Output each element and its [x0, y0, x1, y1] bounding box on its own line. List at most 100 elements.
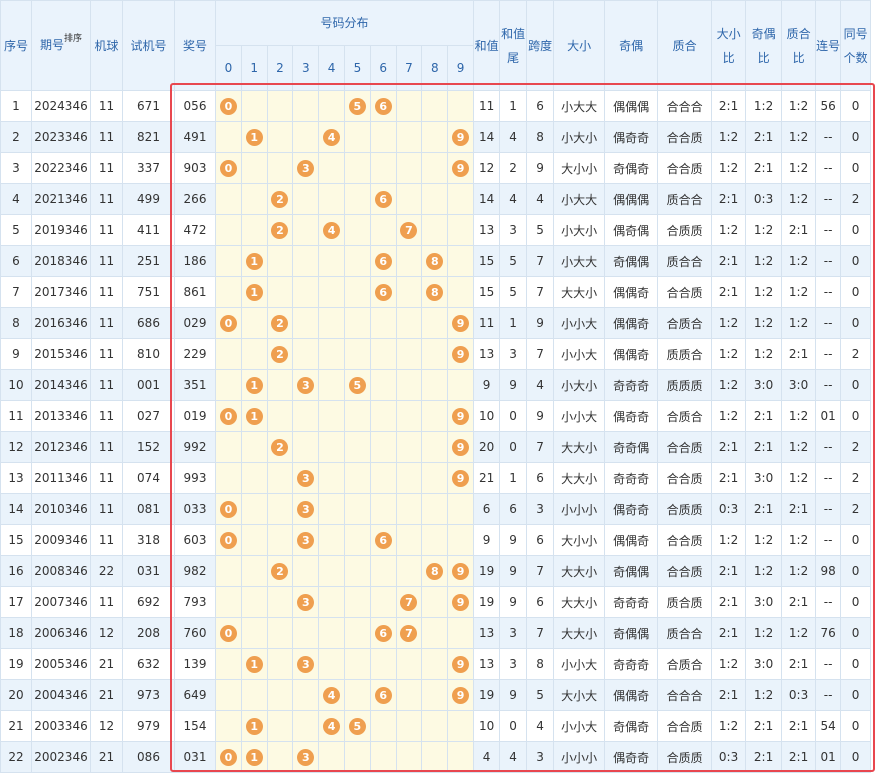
digit-cell: 1	[240, 245, 268, 277]
cell: --	[815, 214, 842, 246]
digit-cell	[447, 710, 475, 742]
ball: 2	[271, 314, 289, 332]
cell: 12	[473, 152, 501, 184]
digit-cell	[240, 214, 268, 246]
cell: 4	[526, 369, 555, 401]
cell: 合质质	[657, 214, 713, 246]
ball: 2	[271, 345, 289, 363]
digit-cell	[395, 245, 423, 277]
digit-cell	[447, 214, 475, 246]
cell: 2	[840, 183, 872, 215]
digit-cell	[369, 338, 397, 370]
cell: 7	[526, 276, 555, 308]
digit-cell	[215, 245, 242, 277]
cell: 2018346	[31, 245, 91, 277]
cell: 合合质	[657, 121, 713, 153]
cell: 大大小	[553, 617, 606, 649]
digit-cell: 0	[215, 524, 242, 556]
ball: 6	[374, 252, 392, 270]
cell: 251	[122, 245, 175, 277]
cell: 16	[0, 555, 32, 587]
digit-cell	[266, 369, 294, 401]
cell: 2:1	[781, 741, 817, 773]
cell: 11	[90, 214, 123, 246]
cell: 154	[174, 710, 216, 742]
digit-cell	[318, 369, 345, 401]
digit-cell: 5	[343, 369, 371, 401]
cell: 01	[815, 400, 842, 432]
digit-cell	[292, 121, 320, 153]
sort-button[interactable]: 排序	[64, 33, 83, 44]
cell: --	[815, 431, 842, 463]
table-row: 2 2023346 11 821 491 1 4 9 14 4 8 小大小 偶奇奇 合合质 1:2 2:1 1:…	[0, 121, 872, 153]
digit-cell	[369, 152, 397, 184]
cell: 751	[122, 276, 175, 308]
digit-cell: 2	[266, 431, 294, 463]
cell: 0	[499, 710, 528, 742]
cell: 6	[0, 245, 32, 277]
digit-cell	[395, 121, 423, 153]
digit-header: 1	[240, 45, 268, 91]
digit-cell: 9	[447, 121, 475, 153]
cell: 760	[174, 617, 216, 649]
cell: 15	[473, 245, 501, 277]
digit-cell: 6	[369, 276, 397, 308]
digit-cell: 0	[215, 741, 242, 773]
cell: 偶奇奇	[604, 741, 659, 773]
digit-cell	[215, 183, 242, 215]
cell: 2010346	[31, 493, 91, 525]
cell: 14	[473, 183, 501, 215]
cell: 小小大	[553, 338, 606, 370]
cell: 2:1	[781, 586, 817, 618]
cell: 0	[840, 245, 872, 277]
cell: 10	[0, 369, 32, 401]
digit-header: 8	[421, 45, 449, 91]
cell: 7	[526, 431, 555, 463]
cell: 2007346	[31, 586, 91, 618]
cell: 1:2	[745, 90, 783, 122]
digit-cell: 6	[369, 524, 397, 556]
digit-cell	[318, 493, 345, 525]
cell: 合合质	[657, 431, 713, 463]
digit-cell: 8	[421, 245, 449, 277]
digit-cell	[292, 400, 320, 432]
cell: 001	[122, 369, 175, 401]
ball: 7	[400, 221, 418, 239]
digit-header: 3	[292, 45, 320, 91]
ball: 3	[297, 748, 315, 766]
cell: 2	[0, 121, 32, 153]
digit-cell: 2	[266, 183, 294, 215]
digit-cell	[292, 90, 320, 122]
cell: 5	[0, 214, 32, 246]
digit-cell	[343, 524, 371, 556]
ball: 2	[271, 190, 289, 208]
cell: 4	[499, 741, 528, 773]
table-row: 15 2009346 11 318 603 0 3 6 9 9 6 大小小 偶偶奇 合合质 1:2 1:2 1:…	[0, 524, 872, 556]
digit-cell	[395, 524, 423, 556]
digit-cell: 4	[318, 679, 345, 711]
cell: 1:2	[745, 617, 783, 649]
digit-cell	[292, 710, 320, 742]
cell: 1:2	[745, 524, 783, 556]
cell: 20	[473, 431, 501, 463]
ball: 1	[245, 655, 263, 673]
cell: 2021346	[31, 183, 91, 215]
cell: 2023346	[31, 121, 91, 153]
cell: 1:2	[711, 524, 747, 556]
ball: 1	[245, 252, 263, 270]
cell: 1:2	[711, 152, 747, 184]
cell: 074	[122, 462, 175, 494]
ball: 3	[297, 593, 315, 611]
digit-cell: 2	[266, 307, 294, 339]
cell: 合合质	[657, 710, 713, 742]
cell: 4	[473, 741, 501, 773]
digit-cell	[421, 648, 449, 680]
digit-cell	[215, 121, 242, 153]
cell: 0	[499, 400, 528, 432]
cell: 合合质	[657, 152, 713, 184]
cell: 1:2	[711, 214, 747, 246]
cell: 2	[840, 431, 872, 463]
cell: 3:0	[781, 369, 817, 401]
cell: 19	[473, 679, 501, 711]
cell: 2003346	[31, 710, 91, 742]
